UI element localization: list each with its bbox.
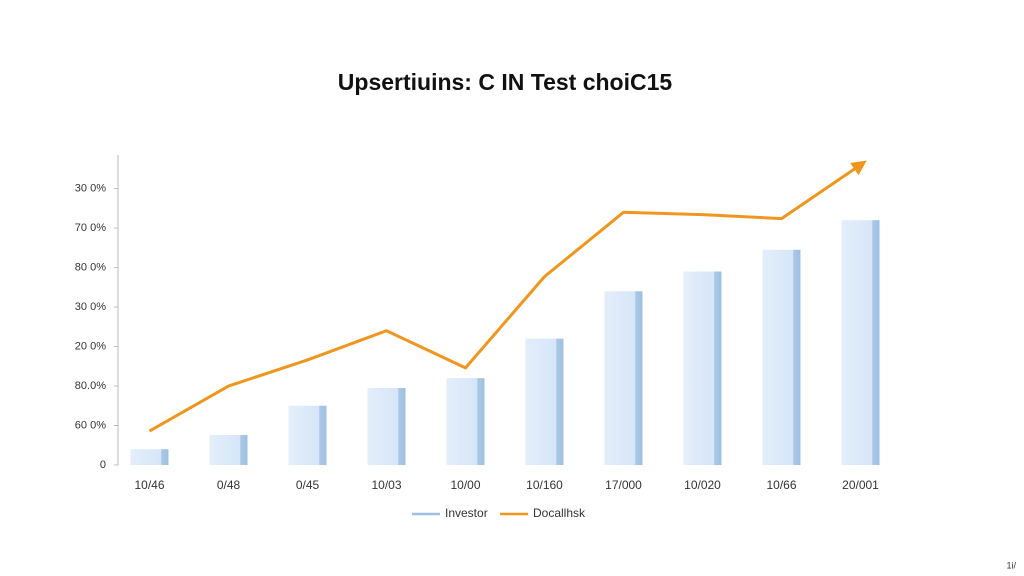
x-tick-label: 10/03 <box>371 478 401 492</box>
y-tick-label: 80 0% <box>75 261 106 273</box>
chart-title: Upsertiuins: C IN Test choiC15 <box>338 69 673 95</box>
bar <box>762 249 801 465</box>
x-tick-label: 10/66 <box>766 478 796 492</box>
x-tick-label: 0/48 <box>217 478 241 492</box>
bar <box>209 434 248 465</box>
footer-note: 1i/ <box>1006 560 1016 570</box>
x-tick-label: 10/020 <box>684 478 721 492</box>
x-tick-label: 10/46 <box>134 478 164 492</box>
x-tick-label: 10/160 <box>526 478 563 492</box>
y-tick-label: 60 0% <box>75 419 106 431</box>
bar <box>367 388 406 465</box>
bar <box>130 449 169 465</box>
bar <box>288 405 327 465</box>
legend-label: Investor <box>445 506 488 520</box>
bar <box>683 271 722 465</box>
x-tick-label: 17/000 <box>605 478 642 492</box>
x-tick-label: 10/00 <box>450 478 480 492</box>
line <box>148 160 867 433</box>
y-tick-label: 70 0% <box>75 222 106 234</box>
x-tick-label: 20/001 <box>842 478 879 492</box>
y-tick-label: 20 0% <box>75 340 106 352</box>
y-tick-label: 0 <box>100 459 106 471</box>
bar <box>841 220 880 465</box>
y-tick-label: 30 0% <box>75 182 106 194</box>
bar <box>525 338 564 465</box>
bar <box>604 291 643 465</box>
x-tick-label: 0/45 <box>296 478 320 492</box>
y-tick-label: 30 0% <box>75 301 106 313</box>
bar <box>446 378 485 465</box>
legend-label: Docallhsk <box>533 506 586 520</box>
y-tick-label: 80.0% <box>75 380 106 392</box>
